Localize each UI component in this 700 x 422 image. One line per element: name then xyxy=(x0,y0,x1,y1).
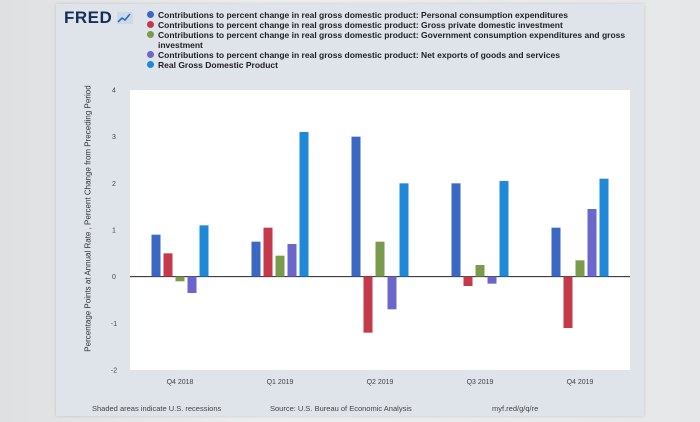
bar xyxy=(475,265,485,277)
chart-legend: Contributions to percent change in real … xyxy=(146,10,636,70)
bar xyxy=(599,178,609,277)
legend-item[interactable]: Real Gross Domestic Product xyxy=(146,60,636,70)
legend-dot-icon xyxy=(147,51,154,58)
y-tick-label: 3 xyxy=(112,134,116,141)
bar xyxy=(363,276,373,333)
bar xyxy=(575,260,585,277)
bar xyxy=(163,253,173,277)
bar xyxy=(387,276,397,310)
bar xyxy=(151,234,161,277)
x-tick-label: Q4 2018 xyxy=(167,379,194,386)
y-tick-label: -1 xyxy=(111,321,117,328)
bar xyxy=(587,209,597,277)
legend-dot-icon xyxy=(147,11,154,18)
y-tick-label: 0 xyxy=(112,274,116,281)
bar xyxy=(187,276,197,293)
x-tick-label: Q4 2019 xyxy=(567,379,594,386)
bar xyxy=(251,241,261,277)
bar xyxy=(299,132,309,277)
y-tick-label: 1 xyxy=(112,228,116,235)
legend-label: Real Gross Domestic Product xyxy=(158,60,278,70)
legend-item[interactable]: Contributions to percent change in real … xyxy=(146,50,636,60)
legend-dot-icon xyxy=(147,61,154,68)
fred-logo[interactable]: FRED xyxy=(64,8,113,27)
legend-label: Contributions to percent change in real … xyxy=(158,30,626,50)
short-url[interactable]: myf.red/g/q/re xyxy=(492,404,539,413)
y-tick-label: -2 xyxy=(111,368,117,375)
bar xyxy=(551,227,561,277)
legend-label: Contributions to percent change in real … xyxy=(158,20,563,30)
legend-label: Contributions to percent change in real … xyxy=(158,50,560,60)
bar xyxy=(199,225,209,277)
bar xyxy=(399,183,409,277)
legend-item[interactable]: Contributions to percent change in real … xyxy=(146,10,636,20)
bar xyxy=(351,136,361,277)
recessions-note: Shaded areas indicate U.S. recessions xyxy=(92,404,222,413)
legend-dot-icon xyxy=(147,31,154,38)
bar xyxy=(375,241,385,277)
source-note[interactable]: Source: U.S. Bureau of Economic Analysis xyxy=(270,404,412,413)
x-tick-label: Q2 2019 xyxy=(367,379,394,386)
x-tick-label: Q1 2019 xyxy=(267,379,294,386)
bar xyxy=(451,183,461,277)
bar xyxy=(287,244,297,277)
legend-item[interactable]: Contributions to percent change in real … xyxy=(146,30,636,50)
x-tick-label: Q3 2019 xyxy=(467,379,494,386)
legend-label: Contributions to percent change in real … xyxy=(158,10,568,20)
bar xyxy=(499,181,509,277)
bar xyxy=(463,276,473,286)
bar xyxy=(263,227,273,277)
bar xyxy=(275,255,285,277)
fred-chart-icon xyxy=(117,12,133,24)
y-tick-label: 2 xyxy=(112,181,116,188)
y-tick-label: 4 xyxy=(112,88,116,95)
plot-background xyxy=(130,90,630,370)
bar xyxy=(487,276,497,284)
bar xyxy=(563,276,573,328)
legend-dot-icon xyxy=(147,21,154,28)
bar xyxy=(175,276,185,282)
legend-item[interactable]: Contributions to percent change in real … xyxy=(146,20,636,30)
